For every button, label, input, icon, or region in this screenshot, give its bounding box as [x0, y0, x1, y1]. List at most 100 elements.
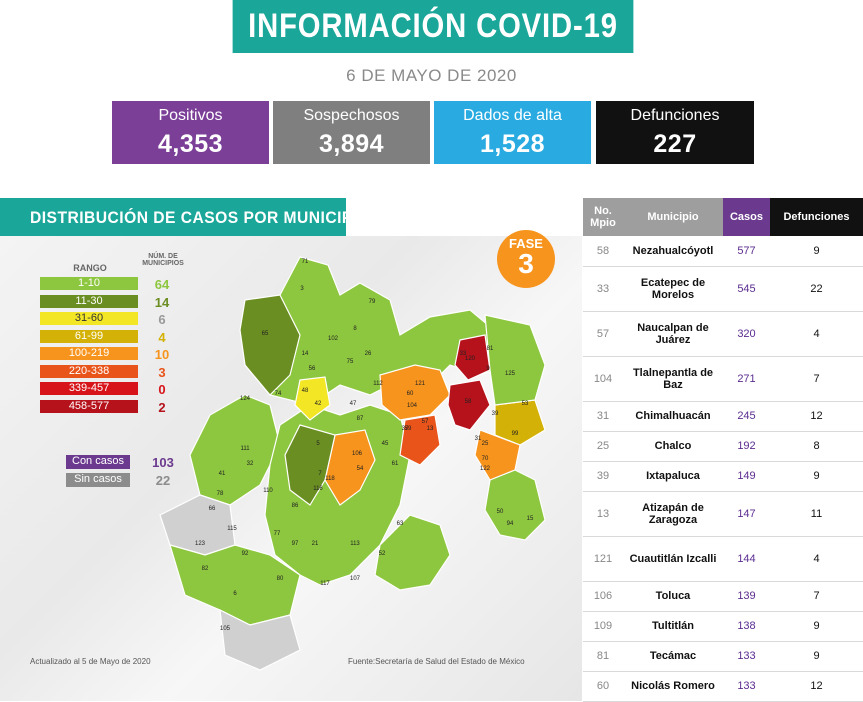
stat-value: 3,894: [318, 130, 385, 158]
table-row: 81 Tecámac 133 9: [583, 641, 863, 672]
map-region-label: 21: [312, 541, 319, 547]
map-west-region: [189, 394, 281, 506]
map-region-label: 47: [350, 401, 357, 407]
map-region-label: 99: [512, 431, 519, 437]
cell-municipio: Atizapán de Zaragoza: [623, 491, 723, 537]
cell-municipio: Naucalpan de Juárez: [623, 311, 723, 357]
map-region-label: 31: [475, 436, 482, 442]
col-header-defunciones: Defunciones: [770, 198, 863, 236]
map-title: DISTRIBUCIÓN DE CASOS POR MUNICIPIO: [30, 208, 371, 227]
legend-range: 31-60: [40, 312, 138, 325]
table-row: 25 Chalco 192 8: [583, 431, 863, 462]
map-region-label: 50: [497, 509, 504, 515]
fase-badge: FASE 3: [497, 230, 555, 288]
legend-count: 2: [158, 399, 166, 415]
stat-label: Defunciones: [630, 107, 720, 124]
map-region-label: 78: [217, 491, 224, 497]
map-region-label: 26: [365, 351, 372, 357]
cell-casos: 138: [723, 611, 770, 642]
cell-no: 104: [583, 356, 623, 402]
map-region-label: 53: [522, 401, 529, 407]
stat-label: Dados de alta: [463, 107, 562, 124]
map-region-label: 124: [240, 396, 251, 402]
cell-defunciones: 4: [770, 311, 863, 357]
legend-range: 458-577: [40, 399, 138, 413]
table-row: 106 Toluca 139 7: [583, 581, 863, 612]
cell-defunciones: 11: [770, 491, 863, 537]
cell-casos: 577: [723, 236, 770, 267]
legend-count: 0: [158, 382, 166, 397]
map-region-label: 120: [465, 356, 476, 362]
map-region-label: 82: [202, 566, 209, 572]
map-region-label: 115: [227, 526, 237, 532]
map-region-label: 123: [195, 541, 206, 547]
map-region-label: 65: [262, 331, 269, 337]
map-header-band: [0, 198, 346, 236]
map-region-label: 87: [357, 416, 364, 422]
map-darkgreen-center: [284, 424, 336, 506]
table-row: 121 Cuautitlán Izcalli 144 4: [583, 536, 863, 582]
map-region-label: 58: [465, 399, 472, 405]
map-region-label: 66: [209, 506, 216, 512]
stat-defunciones: Defunciones 227: [596, 101, 754, 164]
cell-defunciones: 7: [770, 581, 863, 612]
cell-municipio: Nicolás Romero: [623, 671, 723, 702]
cell-casos: 149: [723, 461, 770, 492]
cell-defunciones: 9: [770, 461, 863, 492]
table-row: 33 Ecatepec de Morelos 545 22: [583, 266, 863, 312]
municipality-table: No. Mpio Municipio Casos Defunciones 58 N…: [583, 198, 863, 702]
map-south-metro: [374, 514, 451, 591]
cell-defunciones: 8: [770, 431, 863, 462]
cell-municipio: Chalco: [623, 431, 723, 462]
cell-defunciones: 22: [770, 266, 863, 312]
stat-label: Positivos: [158, 107, 223, 124]
map-southwest-region: [169, 544, 301, 626]
map-region-label: 112: [373, 381, 383, 387]
map-region-label: 118: [325, 476, 335, 482]
map-region-label: 107: [350, 576, 361, 582]
map-northeast: [484, 314, 546, 406]
map-region-label: 92: [242, 551, 249, 557]
map-region-label: 121: [415, 381, 426, 387]
map-region-label: 60: [407, 391, 414, 397]
cell-no: 106: [583, 581, 623, 612]
legend-count: 3: [158, 364, 166, 380]
map-region-label: 116: [313, 486, 323, 492]
map-region-label: 110: [263, 488, 273, 494]
legend-count: 14: [154, 294, 170, 310]
map-region-label: 75: [347, 359, 354, 365]
fase-number: 3: [518, 248, 534, 279]
cell-no: 60: [583, 671, 623, 702]
cell-municipio: Tecámac: [623, 641, 723, 672]
cell-municipio: Cuautitlán Izcalli: [623, 536, 723, 582]
map-region-label: 125: [505, 371, 516, 377]
map-region-label: 39: [492, 411, 499, 417]
map-region-label: 57: [422, 419, 429, 425]
map-region-label: 74: [275, 391, 282, 397]
cell-municipio: Ecatepec de Morelos: [623, 266, 723, 312]
table-row: 109 Tultitlán 138 9: [583, 611, 863, 642]
map-region-label: 25: [482, 441, 489, 447]
map-region-label: 13: [427, 426, 434, 432]
cell-casos: 320: [723, 311, 770, 357]
legend-with-cases-count: 103: [152, 455, 174, 470]
state-map: 7137965102267581456112124744248476012110…: [159, 256, 546, 671]
stat-label: Sospechosos: [303, 107, 400, 124]
table-row: 13 Atizapán de Zaragoza 147 11: [583, 491, 863, 537]
table-row: 60 Nicolás Romero 133 12: [583, 671, 863, 702]
map-region-label: 104: [407, 403, 418, 409]
map-region-label: 122: [480, 466, 491, 472]
stat-value: 4,353: [157, 130, 224, 158]
map-region-label: 45: [382, 441, 389, 447]
legend-count: 6: [158, 312, 166, 327]
cell-no: 57: [583, 311, 623, 357]
map-region-label: 106: [352, 451, 363, 457]
cell-municipio: Tultitlán: [623, 611, 723, 642]
table-row: 39 Ixtapaluca 149 9: [583, 461, 863, 492]
cell-no: 33: [583, 266, 623, 312]
map-region-label: 77: [274, 531, 281, 537]
col-header-casos: Casos: [723, 198, 770, 236]
map-region-label: 117: [320, 581, 330, 587]
map-region-label: 86: [292, 503, 299, 509]
cell-municipio: Ixtapaluca: [623, 461, 723, 492]
